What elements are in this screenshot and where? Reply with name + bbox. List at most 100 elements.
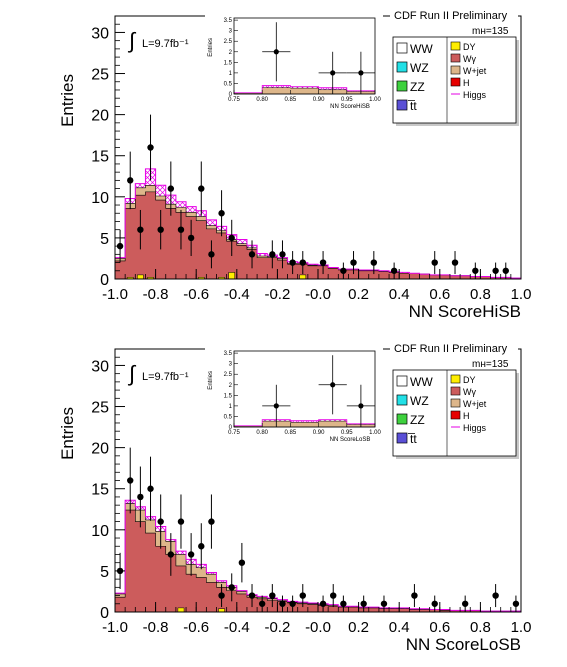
data-point <box>411 592 418 599</box>
x-tick-label: 1.0 <box>511 286 532 303</box>
x-tick-label: -0.2 <box>264 619 290 636</box>
y-tick-label: 15 <box>91 482 109 499</box>
x-tick-label: -0.8 <box>143 286 169 303</box>
data-point <box>299 259 306 266</box>
inset-data-point <box>358 70 364 76</box>
data-point <box>198 185 205 192</box>
inset-y-tick-label: 3 <box>229 29 233 35</box>
data-point <box>258 600 266 607</box>
x-axis-title: NN ScoreLoSB <box>406 635 521 654</box>
inset-data-point <box>273 49 279 55</box>
inset-x-tick-label: 0.85 <box>285 97 297 103</box>
x-tick-label: -1.0 <box>102 286 128 303</box>
legend-swatch-wgamma <box>450 386 461 396</box>
data-point <box>208 251 215 258</box>
y-tick-label: 10 <box>91 523 109 540</box>
data-point <box>238 559 246 566</box>
legend-label-zz: ZZ <box>410 80 425 94</box>
luminosity-label: L=9.7fb⁻¹ <box>142 38 189 50</box>
inset-x-tick-label: 1.00 <box>369 430 381 436</box>
x-tick-label: 0.2 <box>348 619 369 636</box>
dy-bar <box>299 274 307 280</box>
data-point <box>248 251 256 258</box>
data-point <box>350 259 357 266</box>
inset-data-point <box>330 70 336 76</box>
inset-x-tick-label: 0.75 <box>228 97 240 103</box>
data-point <box>218 210 225 217</box>
inset-y-tick-label: 2 <box>229 383 233 389</box>
data-point <box>512 600 520 607</box>
higgs-line <box>114 499 522 612</box>
inset-data-point <box>358 403 364 409</box>
x-tick-label: 0.4 <box>389 619 410 636</box>
data-point <box>157 518 164 525</box>
x-tick-label: -0.4 <box>224 286 250 303</box>
data-point <box>431 600 438 607</box>
inset-y-tick-label: 0.5 <box>224 81 233 87</box>
x-tick-label: -0.6 <box>183 286 209 303</box>
inset-x-tick-label: 1.00 <box>369 97 381 103</box>
inset-x-tick-label: 0.80 <box>256 97 268 103</box>
data-point <box>269 592 276 599</box>
data-point <box>279 251 286 258</box>
data-point <box>157 226 164 233</box>
data-point <box>137 226 144 233</box>
legend-swatch-wjet <box>450 398 461 408</box>
data-point <box>228 234 235 242</box>
legend-label-ww: WW <box>410 375 433 389</box>
data-point <box>127 477 134 484</box>
data-point <box>177 226 185 233</box>
data-point <box>319 600 327 607</box>
inset-y-tick-label: 1 <box>229 71 233 77</box>
x-tick-label: 0.2 <box>348 286 369 303</box>
legend-swatch-tt <box>396 99 408 111</box>
data-point <box>208 518 215 525</box>
x-tick-label: -0.0 <box>305 286 331 303</box>
y-tick-label: 5 <box>100 564 109 581</box>
legend-label-wgamma: Wγ <box>463 54 476 64</box>
mass-label: mʜ=135 <box>472 359 509 370</box>
x-tick-label: -1.0 <box>102 619 128 636</box>
legend-label-dy: DY <box>463 375 476 385</box>
inset-y-axis-title: Entries <box>208 38 214 57</box>
experiment-label: CDF Run II Preliminary <box>394 343 508 355</box>
legend-label-higgs: Higgs <box>463 90 487 100</box>
dy-bar <box>177 607 185 613</box>
x-tick-label: -0.6 <box>183 619 209 636</box>
inset-higgs-line <box>233 85 376 94</box>
y-tick-label: 30 <box>91 25 109 42</box>
legend-label-wjet: W+jet <box>463 399 487 409</box>
inset-y-tick-label: 0.5 <box>224 414 233 420</box>
y-tick-label: 15 <box>91 149 109 166</box>
inset-data-point <box>330 382 336 388</box>
legend-swatch-zz <box>396 80 408 92</box>
inset-y-tick-label: 3.5 <box>224 18 233 24</box>
legend-swatch-wgamma <box>450 53 461 63</box>
data-point <box>137 493 144 501</box>
inset-y-tick-label: 0 <box>229 92 233 98</box>
y-tick-label: 10 <box>91 190 109 207</box>
inset-x-tick-label: 0.95 <box>341 97 353 103</box>
inset-x-tick-label: 0.90 <box>313 97 325 103</box>
data-point <box>127 177 134 184</box>
x-tick-label: 0.8 <box>470 286 491 303</box>
inset-frame <box>233 350 376 428</box>
data-point <box>299 592 306 599</box>
inset-y-tick-label: 0 <box>229 425 233 431</box>
legend-label-tt: t̅t <box>408 432 418 446</box>
data-point <box>218 592 225 599</box>
dy-bar <box>137 274 144 280</box>
legend-swatch-dy <box>450 374 461 384</box>
y-tick-label: 20 <box>91 441 109 458</box>
legend-swatch-ww <box>396 42 408 54</box>
x-tick-label: 0.6 <box>429 286 450 303</box>
inset-y-tick-label: 2.5 <box>224 39 233 45</box>
x-tick-label: 0.8 <box>470 619 491 636</box>
data-point <box>492 592 499 599</box>
data-point <box>228 584 235 591</box>
x-tick-label: 0.6 <box>429 619 450 636</box>
x-tick-label: -0.4 <box>224 619 250 636</box>
y-axis-title: Entries <box>58 407 77 460</box>
x-tick-label: -0.8 <box>143 619 169 636</box>
